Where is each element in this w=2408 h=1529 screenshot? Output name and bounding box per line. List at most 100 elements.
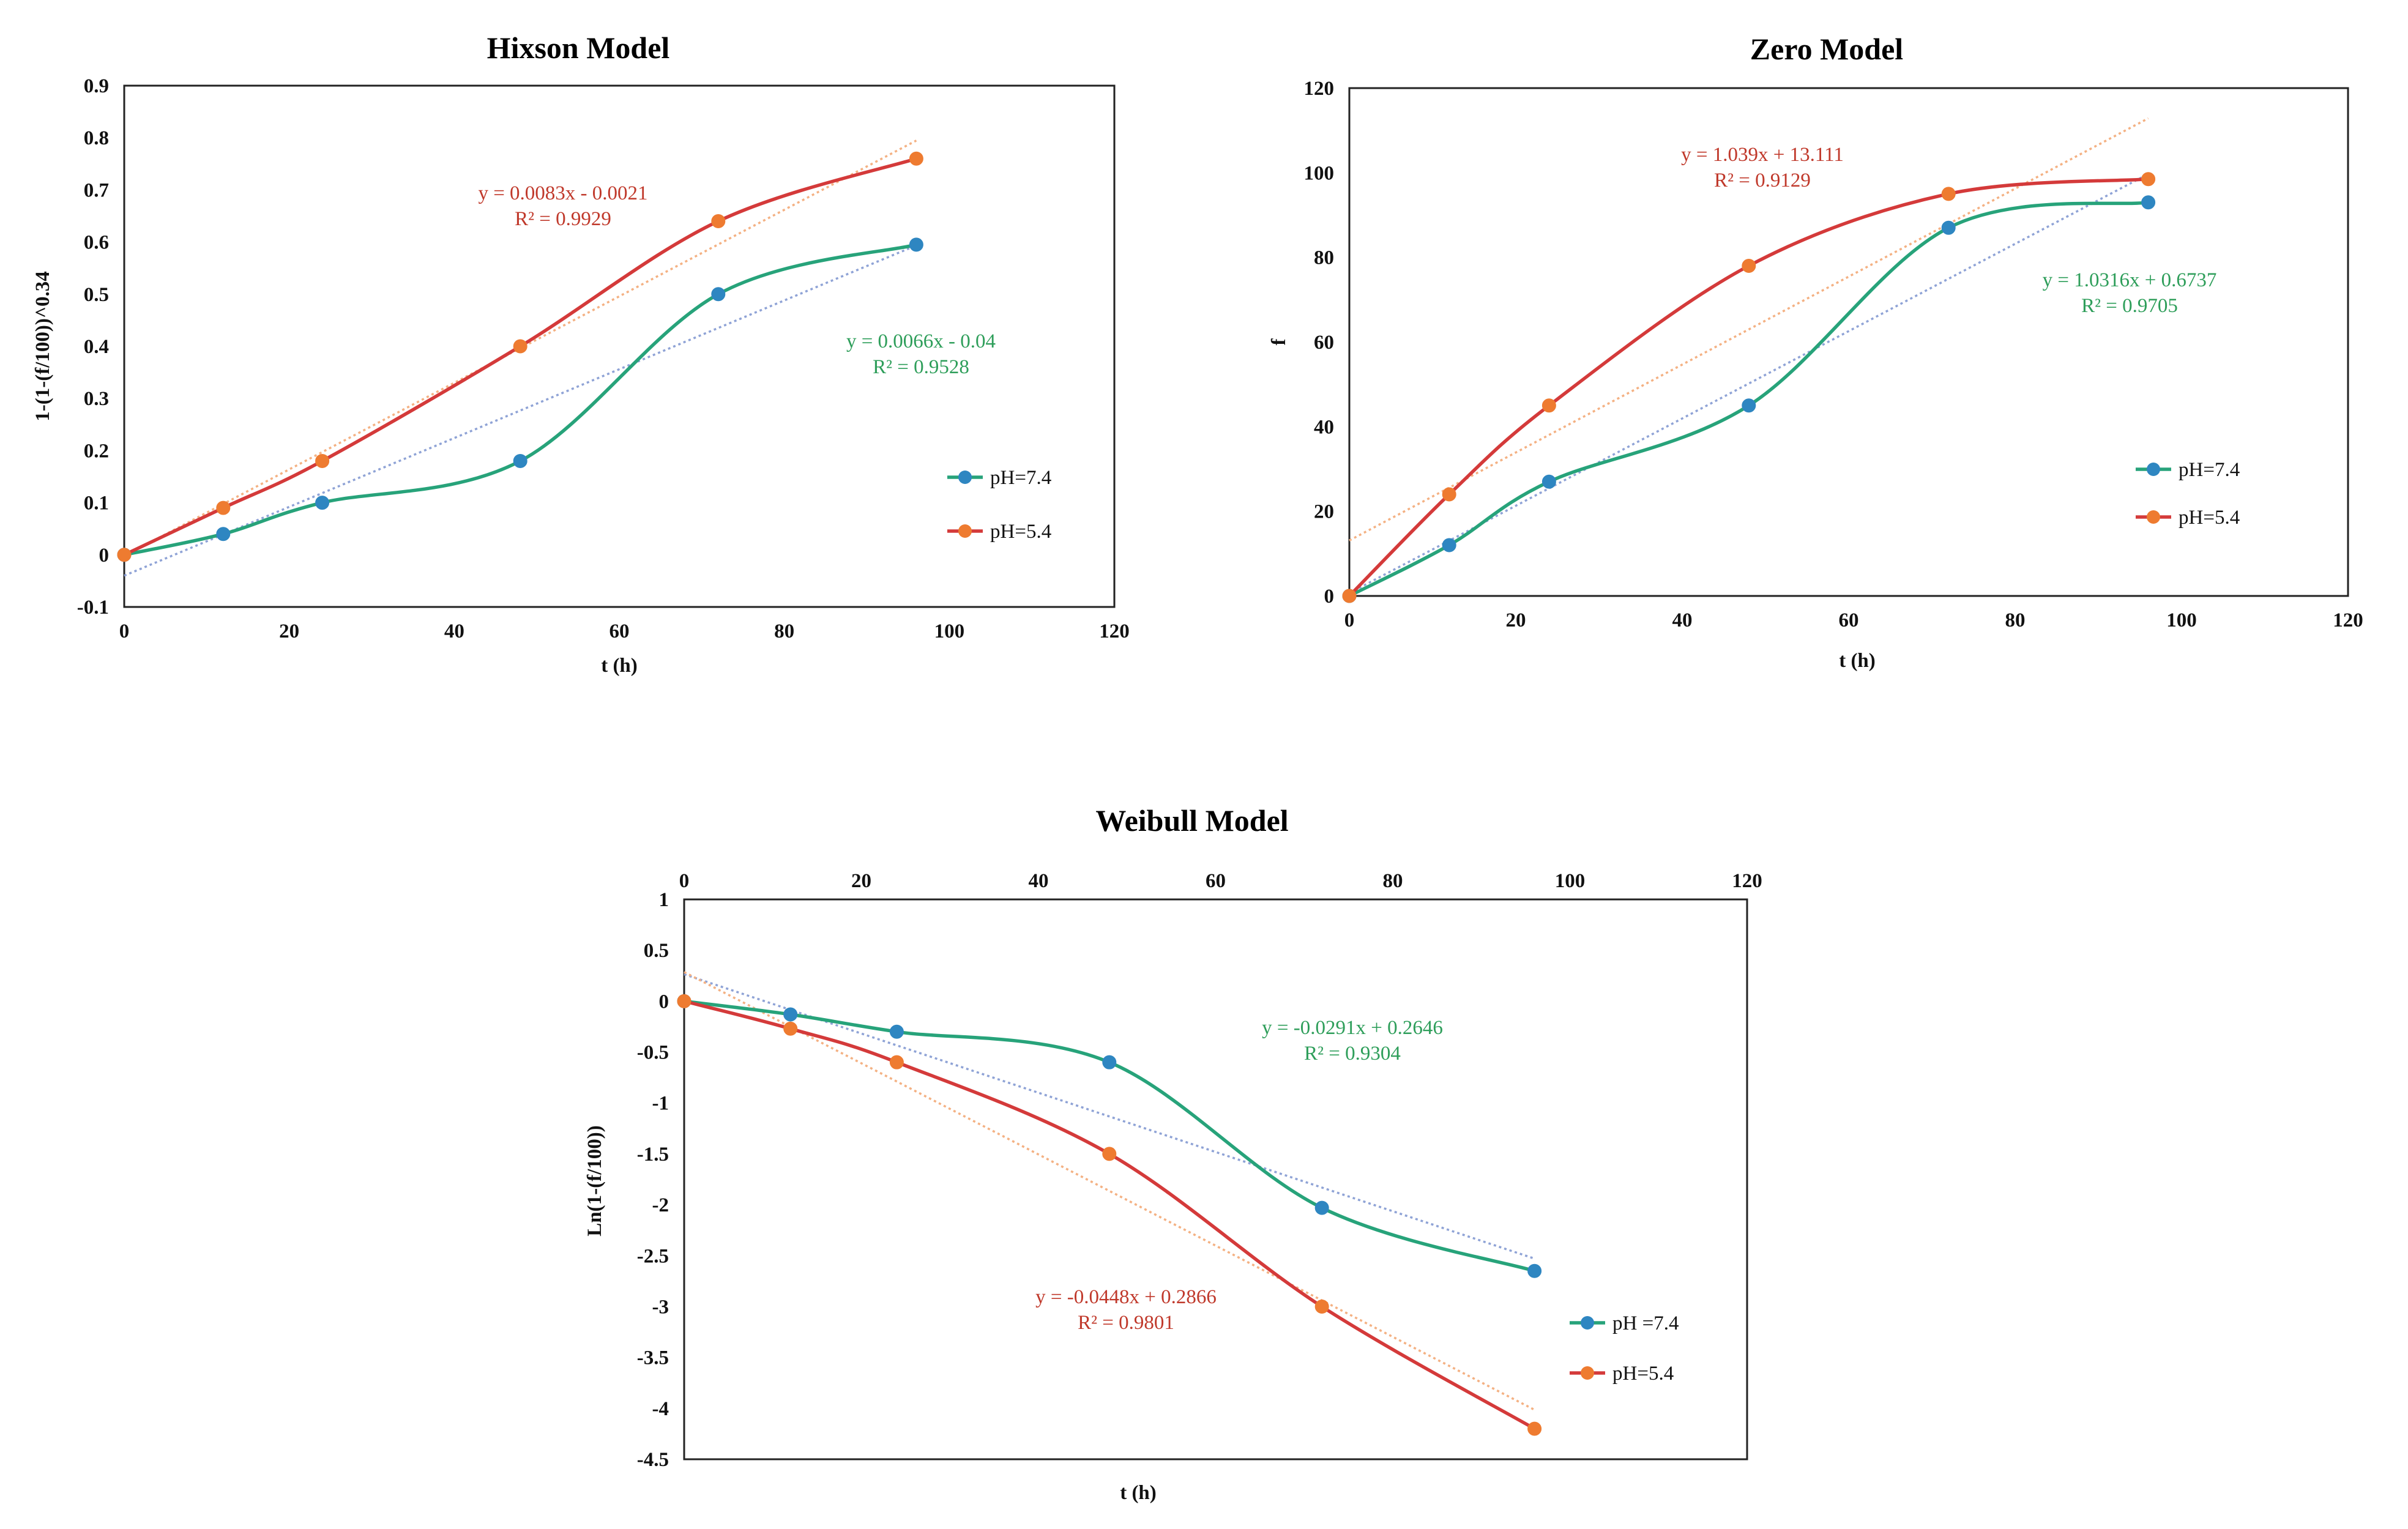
legend: pH =7.4 pH=5.4: [1570, 1312, 1679, 1385]
x-tick-label: 20: [279, 620, 299, 642]
data-point: [711, 287, 726, 302]
y-tick-label: 0.5: [84, 284, 109, 306]
y-tick-label: 80: [1314, 247, 1334, 269]
chart-title: Weibull Model: [1095, 803, 1288, 838]
x-axis-label: t (h): [1120, 1482, 1157, 1504]
trendline-equation: y = 0.0066x - 0.04: [846, 330, 996, 352]
trendline-equation: y = 0.0083x - 0.0021: [478, 182, 647, 204]
y-tick-label: 20: [1314, 501, 1334, 523]
legend-marker: [958, 524, 972, 538]
y-tick-label: -4: [652, 1398, 669, 1420]
data-point: [711, 214, 726, 229]
x-axis-label: t (h): [601, 655, 638, 677]
data-point: [117, 548, 132, 562]
y-axis-label: Ln(1-(f/100)): [584, 1125, 606, 1236]
trendline-equation: y = -0.0291x + 0.2646: [1262, 1017, 1443, 1039]
y-tick-label: 0.7: [84, 179, 109, 201]
data-point: [1541, 474, 1556, 489]
y-tick-label: -1: [652, 1093, 669, 1115]
x-tick-label: 80: [1383, 870, 1403, 892]
data-point: [1314, 1200, 1329, 1215]
data-point: [1314, 1299, 1329, 1314]
y-tick-label: 0.4: [84, 336, 109, 358]
y-tick-label: 0: [1324, 586, 1335, 608]
chart-2: Zero Model 0 20 40 60 80 100 120 0 20 40 60 80 100 120…: [1268, 32, 2363, 672]
legend-label: pH=7.4: [990, 467, 1051, 489]
y-tick-label: 100: [1304, 162, 1335, 184]
trendline-r2: R² = 0.9528: [873, 356, 969, 378]
y-tick-label: 0.6: [84, 232, 109, 254]
data-point: [216, 500, 231, 515]
y-tick-label: 0: [99, 545, 110, 567]
x-tick-label: 100: [2166, 609, 2197, 631]
y-tick-label: 0: [659, 991, 669, 1013]
y-tick-label: -3.5: [637, 1347, 669, 1369]
y-tick-label: -1.5: [637, 1144, 669, 1166]
legend-marker: [2147, 463, 2160, 476]
legend-label: pH=5.4: [2179, 507, 2240, 529]
data-point: [1941, 187, 1956, 201]
data-point: [783, 1021, 798, 1036]
y-tick-label: -3: [652, 1296, 669, 1318]
y-tick-label: -4.5: [637, 1449, 669, 1471]
trendline-r2: R² = 0.9705: [2081, 295, 2178, 317]
legend: pH=7.4 pH=5.4: [947, 467, 1051, 543]
y-tick-label: 0.3: [84, 388, 109, 410]
x-tick-label: 100: [1555, 870, 1586, 892]
x-tick-label: 100: [934, 620, 965, 642]
x-tick-label: 60: [1206, 870, 1226, 892]
data-point: [1941, 220, 1956, 235]
y-tick-label: 0.8: [84, 127, 109, 149]
x-tick-label: 40: [1029, 870, 1049, 892]
data-point: [1742, 259, 1756, 273]
legend-label: pH=5.4: [990, 521, 1051, 543]
data-point: [1102, 1055, 1117, 1070]
data-point: [1527, 1421, 1542, 1436]
data-point: [909, 151, 923, 166]
data-point: [2141, 195, 2156, 210]
x-tick-label: 0: [679, 870, 690, 892]
trendline-2: [1349, 117, 2149, 541]
y-tick-label: 0.9: [84, 75, 109, 97]
data-point: [1342, 589, 1357, 603]
data-point: [1541, 398, 1556, 413]
legend-marker: [958, 471, 972, 484]
legend-marker: [1581, 1366, 1594, 1380]
data-point: [909, 237, 923, 252]
x-tick-label: 20: [851, 870, 871, 892]
y-tick-label: -0.1: [77, 597, 109, 619]
data-point: [2141, 172, 2156, 187]
trendline-r2: R² = 0.9801: [1078, 1312, 1174, 1334]
x-tick-label: 120: [2333, 609, 2363, 631]
data-point: [1527, 1263, 1542, 1278]
legend-marker: [2147, 510, 2160, 524]
plot-area: [1348, 87, 2349, 597]
y-tick-label: 1: [659, 889, 669, 911]
x-tick-label: 0: [1344, 609, 1355, 631]
trendline-equation: y = -0.0448x + 0.2866: [1035, 1286, 1217, 1308]
trendline-equation: y = 1.0316x + 0.6737: [2043, 269, 2217, 291]
plot-area: [123, 84, 1116, 608]
trendline-r2: R² = 0.9929: [515, 208, 611, 230]
x-tick-label: 0: [119, 620, 130, 642]
data-point: [216, 527, 231, 541]
data-point: [889, 1055, 904, 1070]
data-point: [315, 453, 330, 468]
trendline-r2: R² = 0.9304: [1304, 1043, 1401, 1065]
chart-3: Weibull Model -4.5 -4 -3.5 -3 -2.5 -2 -1.5 -1 -0.…: [584, 803, 1762, 1504]
chart-1: Hixson Model -0.1 0 0.1 0.2 0.3 0.4 0.5 0.6 0.7 0.…: [32, 31, 1130, 677]
x-tick-label: 40: [1672, 609, 1693, 631]
x-tick-label: 80: [774, 620, 794, 642]
x-axis-label: t (h): [1839, 650, 1876, 672]
x-tick-label: 20: [1506, 609, 1526, 631]
y-tick-label: -0.5: [637, 1042, 669, 1064]
legend-label: pH =7.4: [1612, 1312, 1679, 1334]
x-tick-label: 120: [1099, 620, 1130, 642]
y-tick-label: -2.5: [637, 1245, 669, 1267]
y-tick-label: 0.2: [84, 440, 109, 462]
data-point: [783, 1007, 798, 1022]
y-axis-label: 1-(1-(f/100))^0.34: [32, 271, 54, 422]
data-point: [315, 496, 330, 510]
x-tick-label: 120: [1732, 870, 1762, 892]
